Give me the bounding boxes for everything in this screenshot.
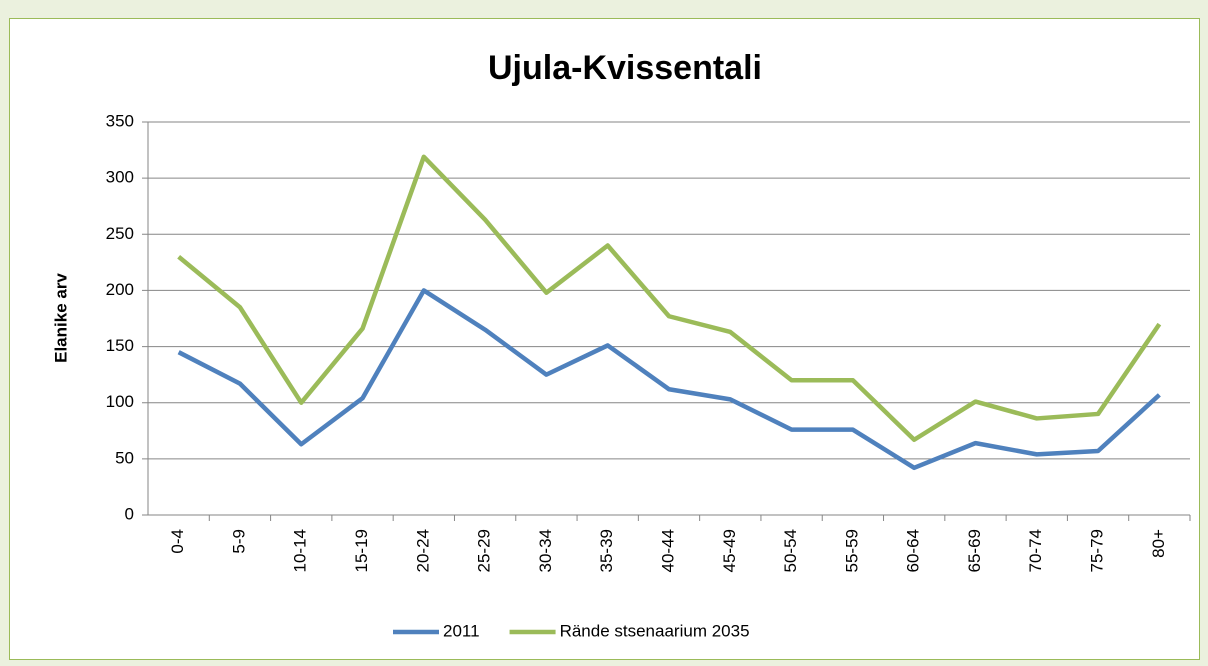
x-tick-label: 50-54 <box>781 529 800 572</box>
x-tick-label: 0-4 <box>168 529 187 554</box>
y-tick-label: 250 <box>106 224 134 243</box>
x-tick-label: 40-44 <box>658 529 677 572</box>
x-tick-label: 80+ <box>1149 529 1168 558</box>
legend-label: 2011 <box>443 621 480 640</box>
y-tick-label: 300 <box>106 168 134 187</box>
x-tick-label: 25-29 <box>475 529 494 572</box>
x-tick-label: 65-69 <box>965 529 984 572</box>
x-tick-label: 45-49 <box>720 529 739 572</box>
legend-label: Rände stsenaarium 2035 <box>560 621 750 640</box>
x-tick-label: 60-64 <box>904 529 923 572</box>
x-tick-label: 75-79 <box>1088 529 1107 572</box>
x-tick-label: 20-24 <box>413 529 432 572</box>
chart-panel <box>9 18 1200 660</box>
y-tick-label: 350 <box>106 111 134 130</box>
x-tick-label: 30-34 <box>536 529 555 572</box>
chart-title: Ujula-Kvissentali <box>488 49 762 87</box>
y-tick-label: 200 <box>106 280 134 299</box>
x-tick-label: 35-39 <box>597 529 616 572</box>
y-tick-label: 0 <box>125 504 134 523</box>
series-line <box>177 288 1161 471</box>
y-tick-label: 50 <box>115 448 134 467</box>
x-tick-label: 70-74 <box>1026 529 1045 572</box>
x-tick-label: 5-9 <box>229 529 248 554</box>
y-tick-label: 150 <box>106 336 134 355</box>
y-axis-label: Elanike arv <box>51 273 70 363</box>
x-tick-label: 10-14 <box>291 529 310 572</box>
x-tick-label: 15-19 <box>352 529 371 572</box>
series-line <box>177 154 1162 443</box>
y-tick-label: 100 <box>106 392 134 411</box>
x-tick-label: 55-59 <box>842 529 861 572</box>
